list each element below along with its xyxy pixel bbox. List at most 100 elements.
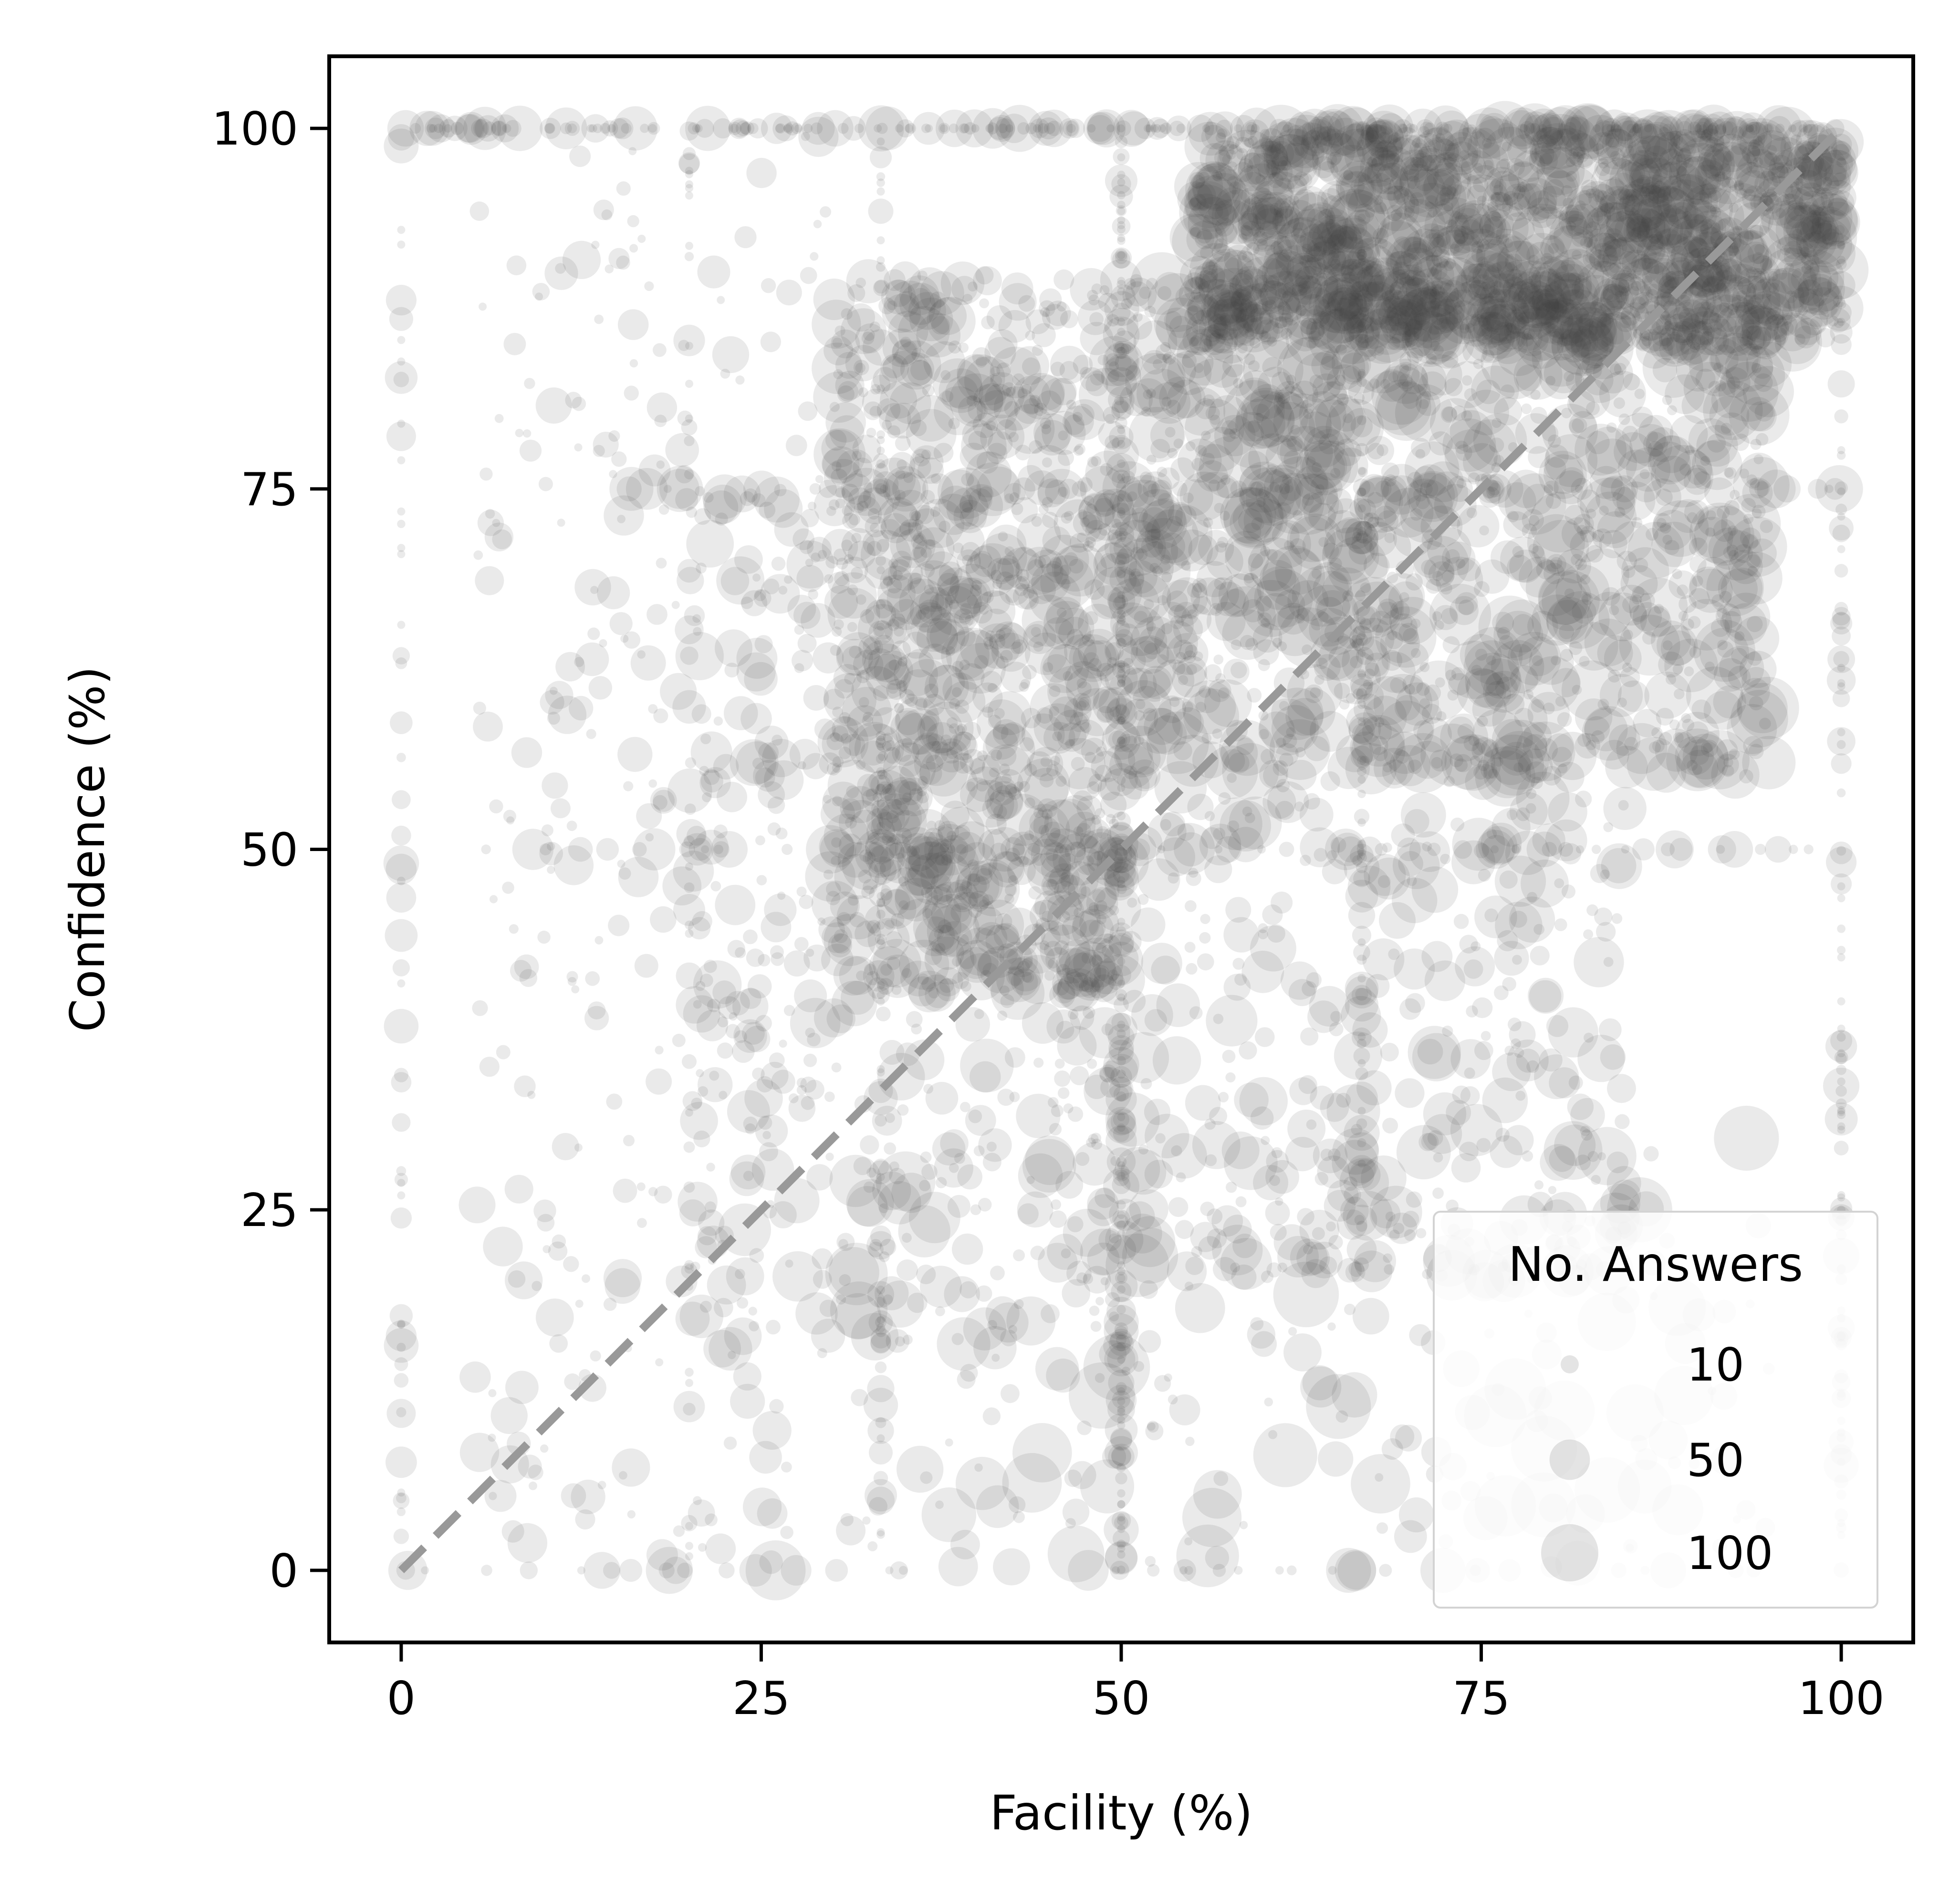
data-point: [1206, 268, 1262, 324]
data-point: [730, 1383, 765, 1419]
data-point: [1240, 221, 1261, 241]
data-point: [1480, 1031, 1491, 1041]
data-point: [1322, 277, 1367, 322]
data-point: [724, 696, 758, 730]
data-point: [1807, 287, 1840, 320]
data-point: [1599, 285, 1635, 321]
data-point: [1025, 309, 1051, 334]
data-point: [1794, 325, 1817, 349]
data-point: [1675, 148, 1692, 165]
data-point: [1752, 157, 1763, 167]
data-point: [1279, 156, 1289, 166]
data-point: [1251, 179, 1295, 224]
data-point: [1490, 178, 1507, 195]
data-point: [1280, 160, 1292, 171]
data-point: [1365, 119, 1398, 153]
data-point: [949, 563, 995, 609]
data-point: [1619, 144, 1635, 158]
data-point: [891, 985, 902, 995]
data-point: [1616, 211, 1627, 222]
data-point: [747, 974, 772, 998]
data-point: [1803, 222, 1845, 265]
data-point: [1321, 188, 1342, 209]
data-point: [1053, 980, 1075, 1004]
data-point: [801, 603, 835, 638]
data-point: [1365, 208, 1375, 218]
data-point: [1195, 702, 1207, 713]
data-point: [1302, 241, 1347, 286]
data-point: [1339, 298, 1374, 334]
data-point: [1762, 194, 1783, 214]
data-point: [717, 1042, 733, 1059]
data-point: [1749, 696, 1763, 711]
data-point: [1499, 322, 1526, 350]
data-point: [1380, 1042, 1399, 1062]
data-point: [1751, 293, 1781, 324]
data-point: [1710, 145, 1752, 188]
data-point: [599, 639, 607, 647]
data-point: [1183, 193, 1229, 239]
data-point: [1687, 332, 1697, 343]
data-point: [1180, 256, 1219, 294]
data-point: [894, 291, 919, 317]
data-point: [624, 385, 639, 401]
data-point: [511, 737, 542, 768]
data-point: [1146, 529, 1161, 543]
data-point: [1376, 162, 1408, 195]
data-point: [1453, 840, 1472, 859]
data-point: [1064, 552, 1078, 566]
data-point: [1556, 116, 1597, 157]
data-point: [1310, 687, 1321, 698]
data-point: [1632, 295, 1694, 357]
data-point: [1465, 763, 1501, 800]
data-point: [1299, 204, 1334, 239]
data-point: [1163, 352, 1176, 365]
data-point: [1272, 206, 1304, 238]
data-point: [1248, 300, 1258, 311]
data-point: [1357, 162, 1410, 215]
data-point: [1752, 130, 1793, 171]
data-point: [778, 585, 788, 595]
data-point: [1255, 319, 1281, 345]
data-point: [1235, 1196, 1247, 1207]
data-point: [896, 1042, 920, 1066]
data-point: [1710, 207, 1721, 218]
data-point: [803, 1053, 817, 1067]
data-point: [1516, 771, 1570, 825]
data-point: [1621, 195, 1643, 216]
data-point: [1657, 174, 1712, 229]
data-point: [1479, 203, 1529, 253]
data-point: [749, 1321, 760, 1331]
data-point: [1387, 630, 1397, 641]
data-point: [1486, 170, 1521, 206]
data-point: [1441, 274, 1487, 321]
data-point: [1261, 282, 1300, 321]
data-point: [1266, 1262, 1282, 1278]
data-point: [1651, 620, 1691, 661]
data-point: [813, 219, 822, 229]
data-point: [792, 650, 813, 672]
data-point: [1760, 520, 1773, 533]
data-point: [1500, 279, 1562, 340]
data-point: [1605, 746, 1648, 789]
data-point: [1382, 1118, 1398, 1134]
data-point: [1601, 262, 1634, 295]
data-point: [1763, 312, 1822, 372]
data-point: [1740, 336, 1750, 346]
data-point: [1322, 195, 1345, 218]
data-point: [1426, 261, 1468, 302]
data-point: [1308, 309, 1368, 369]
data-point: [1656, 314, 1678, 336]
data-point: [1375, 219, 1421, 266]
data-point: [1422, 233, 1446, 258]
data-point: [1594, 278, 1628, 313]
data-point: [644, 281, 654, 291]
data-point: [1192, 163, 1241, 211]
data-point: [1090, 1321, 1102, 1332]
data-point: [1658, 732, 1672, 746]
data-point: [1046, 764, 1059, 777]
data-point: [1189, 227, 1202, 239]
data-point: [1668, 214, 1679, 224]
data-point: [1514, 150, 1545, 182]
data-point: [1019, 682, 1029, 692]
